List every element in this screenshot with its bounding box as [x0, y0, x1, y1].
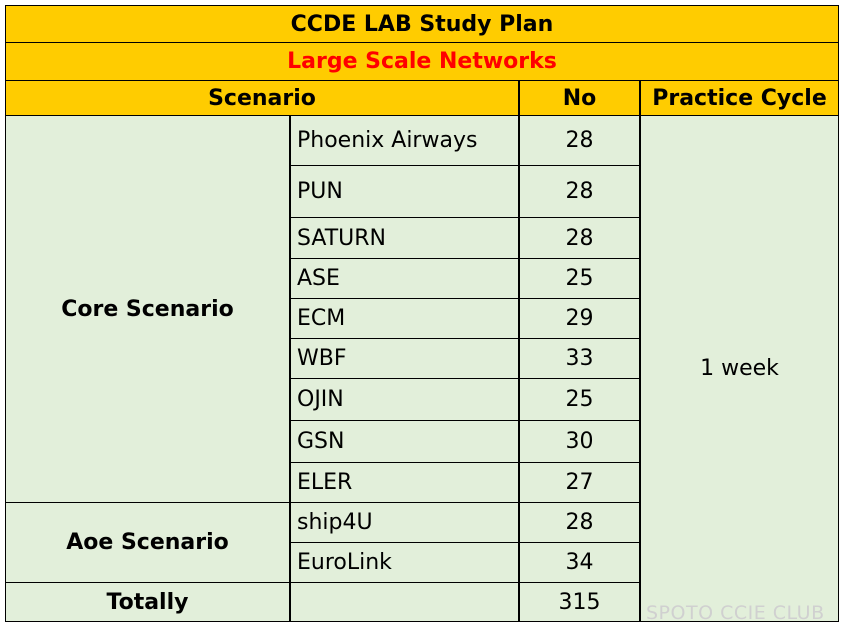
item-count: 28 — [519, 165, 640, 218]
practice-cycle: 1 week — [640, 115, 839, 622]
item-count: 29 — [519, 298, 640, 339]
item-count: 27 — [519, 462, 640, 503]
subtitle: Large Scale Networks — [5, 42, 839, 81]
item-name: OJIN — [290, 378, 519, 421]
item-count: 34 — [519, 542, 640, 583]
header-scenario: Scenario — [5, 80, 519, 116]
header-no: No — [519, 80, 640, 116]
group-name: Core Scenario — [5, 115, 290, 503]
item-name: EuroLink — [290, 542, 519, 583]
item-name: SATURN — [290, 217, 519, 259]
header-cycle: Practice Cycle — [640, 80, 839, 116]
item-name: GSN — [290, 420, 519, 463]
item-count: 25 — [519, 258, 640, 299]
item-name: Phoenix Airways — [290, 115, 519, 166]
item-name: PUN — [290, 165, 519, 218]
total-value: 315 — [519, 582, 640, 622]
total-label: Totally — [5, 582, 290, 622]
item-count: 28 — [519, 217, 640, 259]
item-count: 33 — [519, 338, 640, 379]
item-count: 28 — [519, 115, 640, 166]
item-count: 30 — [519, 420, 640, 463]
total-empty — [290, 582, 519, 622]
item-name: ASE — [290, 258, 519, 299]
item-count: 28 — [519, 502, 640, 543]
title: CCDE LAB Study Plan — [5, 5, 839, 43]
group-name: Aoe Scenario — [5, 502, 290, 583]
item-name: WBF — [290, 338, 519, 379]
item-name: ELER — [290, 462, 519, 503]
watermark: SPOTO CCIE CLUB — [646, 602, 825, 624]
item-count: 25 — [519, 378, 640, 421]
item-name: ECM — [290, 298, 519, 339]
item-name: ship4U — [290, 502, 519, 543]
